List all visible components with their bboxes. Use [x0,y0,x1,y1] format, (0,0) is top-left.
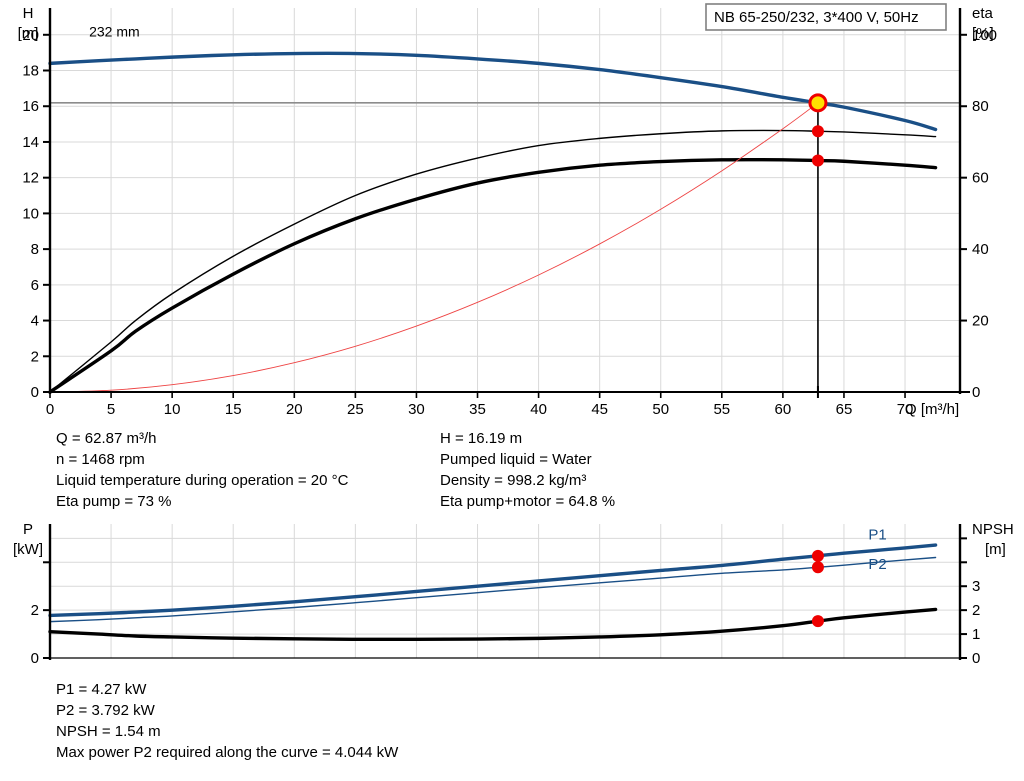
title-box-label: NB 65-250/232, 3*400 V, 50Hz [714,9,919,26]
y-tick-label-right: 100 [972,27,997,44]
x-tick-label: 70 [897,401,914,418]
bottom-chart: 0 2 0 1 2 3 P [kW] NPSH [m] P1 P2 [13,521,1014,667]
x-tick-label: 55 [713,401,730,418]
top-chart-grid [49,8,960,392]
y-axis-left-caption: P [23,521,33,538]
x-tick-label: 30 [408,401,425,418]
x-tick-label: 45 [591,401,608,418]
x-tick-label: 60 [775,401,792,418]
title-box: NB 65-250/232, 3*400 V, 50Hz [705,3,947,31]
curve-eta-pump-motor [48,157,938,394]
curve-p1 [48,543,938,618]
y-tick-label-left: 2 [31,602,39,619]
y-tick-label-left: 4 [31,313,39,330]
y-tick-label-left: 10 [22,205,39,222]
bottom-chart-series [48,543,938,642]
bottom-chart-captions: P [kW] NPSH [m] P1 P2 [13,521,1014,573]
operating-data-line-4: Eta pump = 73 % [56,493,172,510]
p1-label: P1 [868,527,886,544]
x-tick-label: 35 [469,401,486,418]
x-tick-label: 50 [652,401,669,418]
operating-data-line-3: Liquid temperature during operation = 20… [56,472,349,489]
y-tick-label-right: 0 [972,384,980,401]
x-tick-label: 5 [107,401,115,418]
y-tick-label-right: 40 [972,241,989,258]
y-tick-label-right: 3 [972,578,980,595]
x-tick-label: 15 [225,401,242,418]
operating-data-line-2: Pumped liquid = Water [440,451,592,468]
curve-system-curve [49,102,819,393]
x-tick-label: 0 [46,401,54,418]
curve-h-curve-232-mm- [48,51,938,132]
y-axis-left-caption-unit: [m] [18,25,39,42]
marker-eta-pump-motor-point [811,154,824,167]
curve-eta-pump [49,129,937,393]
marker-duty-point [808,93,828,113]
y-tick-label-left: 18 [22,63,39,80]
curve-npsh [48,607,938,642]
top-chart: 0 2 4 6 8 10 12 14 16 18 20 0 20 40 60 80 100 0 5 10 15 20 25 3… [18,3,997,418]
y-tick-label-left: 16 [22,98,39,115]
operating-data-line-4: Eta pump+motor = 64.8 % [440,493,616,510]
y-tick-label-right: 1 [972,626,980,643]
y-tick-label-right: 20 [972,313,989,330]
power-data-line-3: NPSH = 1.54 m [56,723,161,740]
impeller-label: 232 mm [89,24,140,40]
marker-p1-point [811,549,824,562]
operating-data-line-2: n = 1468 rpm [56,451,145,468]
y-tick-label-left: 0 [31,384,39,401]
p2-label: P2 [868,556,886,573]
y-tick-label-right: 80 [972,98,989,115]
y-tick-label-left: 2 [31,348,39,365]
x-tick-label: 25 [347,401,364,418]
top-chart-series [48,51,938,394]
title-box-frame [705,3,947,31]
operating-data-line-3: Density = 998.2 kg/m³ [440,472,587,489]
y-tick-label-left: 14 [22,134,39,151]
y-tick-label-right: 0 [972,650,980,667]
x-tick-label: 20 [286,401,303,418]
y-tick-label-right: 60 [972,170,989,187]
x-tick-label: 10 [164,401,181,418]
marker-npsh-point [811,615,824,628]
operating-data-left: Q = 62.87 m³/h n = 1468 rpm Liquid tempera… [56,428,348,512]
marker-eta-pump-point [811,125,824,138]
y-axis-left-caption: H [23,5,34,22]
bottom-chart-markers [811,549,824,628]
y-tick-label-left: 12 [22,170,39,187]
y-tick-label-left: 20 [22,27,39,44]
top-chart-axes: 0 2 4 6 8 10 12 14 16 18 20 0 20 40 60 80 100 0 5 10 15 20 25 3… [22,8,997,418]
power-data-block: P1 = 4.27 kW P2 = 3.792 kW NPSH = 1.54 m Ma… [56,679,398,763]
power-data-line-2: P2 = 3.792 kW [56,702,155,719]
operating-data-line-1: H = 16.19 m [440,430,523,447]
y-tick-label-left: 8 [31,241,39,258]
top-chart-captions: H [m] eta [%] Q [m³/h] 232 mm [18,5,994,418]
y-axis-right-caption: NPSH [972,521,1014,538]
y-tick-label-left: 6 [31,277,39,294]
operating-data-line-1: Q = 62.87 m³/h [56,430,157,447]
y-axis-left-caption-unit: [kW] [13,541,43,558]
x-tick-label: 65 [836,401,853,418]
y-axis-right-caption-unit: [%] [972,25,994,42]
curve-p2 [49,556,937,623]
y-axis-right-caption-unit: [m] [985,541,1006,558]
x-axis-caption: Q [m³/h] [905,401,959,418]
power-data-line-4: Max power P2 required along the curve = … [56,744,399,761]
marker-p2-point [811,561,824,574]
bottom-chart-axes: 0 2 0 1 2 3 [31,524,980,667]
power-data-line-1: P1 = 4.27 kW [56,681,147,698]
top-chart-markers [808,93,828,167]
y-tick-label-right: 2 [972,602,980,619]
y-axis-right-caption: eta [972,5,994,22]
curve-h-curve-extension-thin- [49,58,137,65]
y-tick-label-left: 0 [31,650,39,667]
x-tick-label: 40 [530,401,547,418]
operating-data-right: H = 16.19 m Pumped liquid = Water Density … [440,428,615,512]
